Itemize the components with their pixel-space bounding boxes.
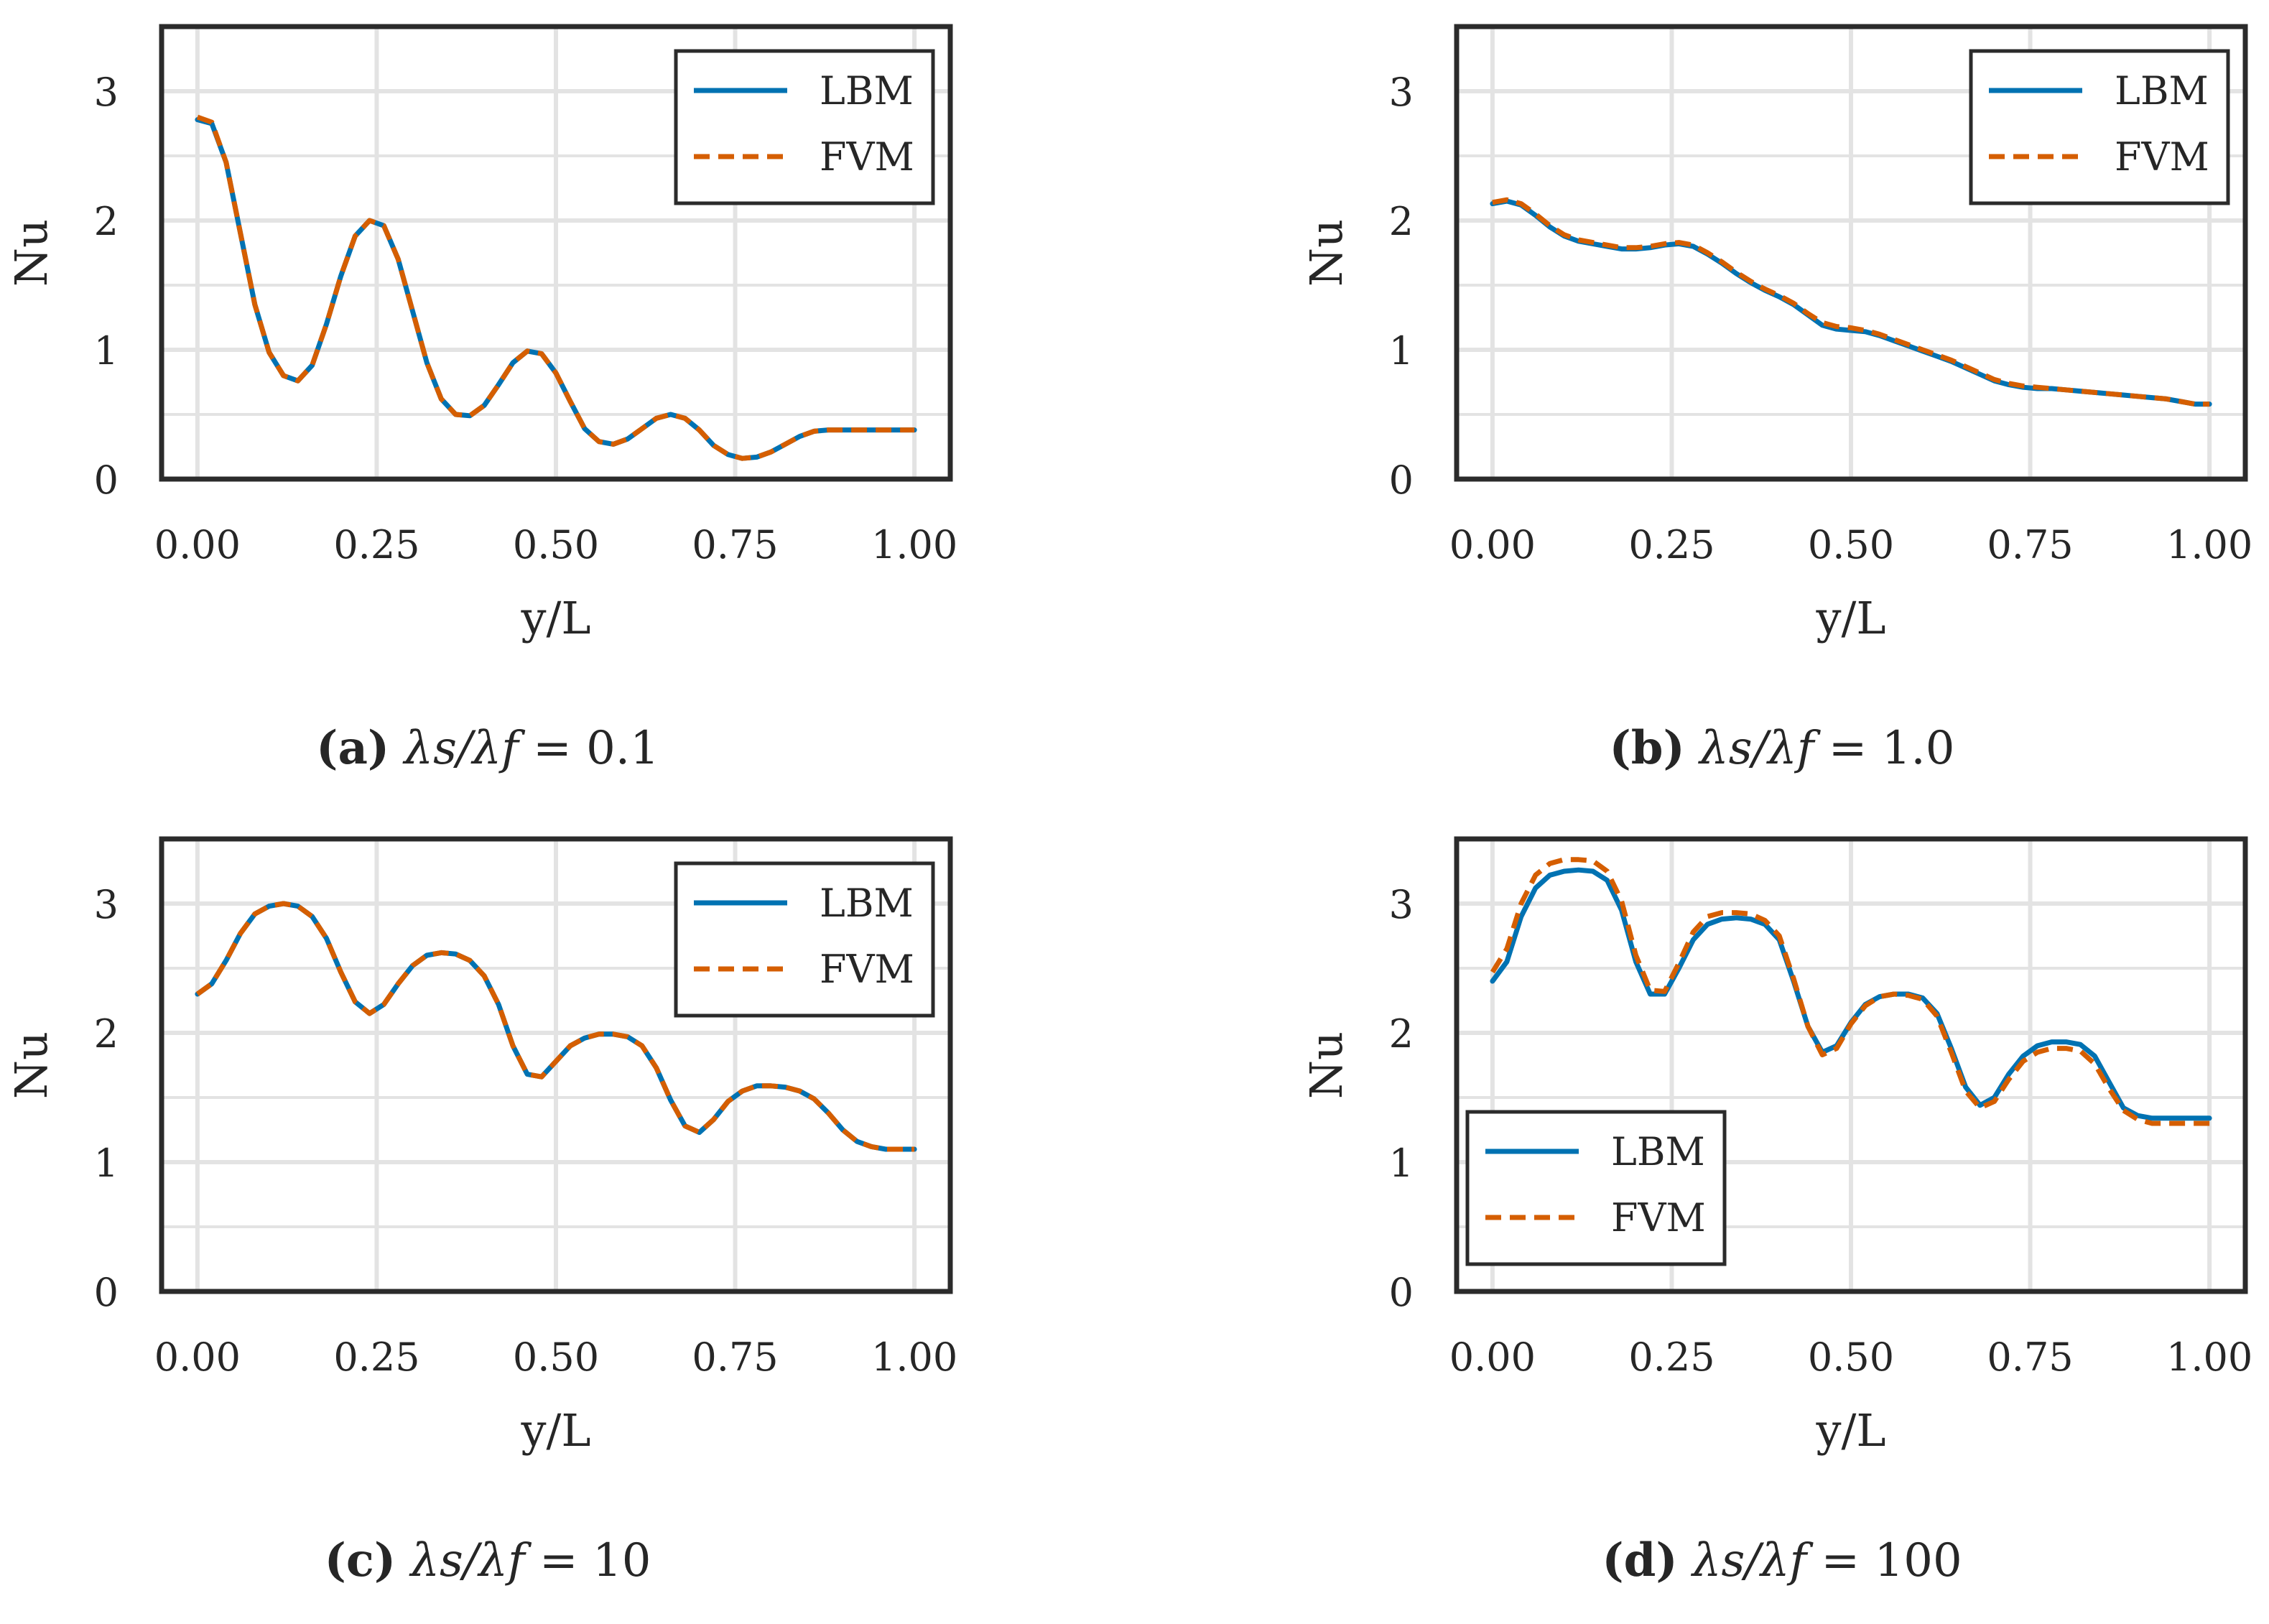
caption-label: (c) — [325, 1533, 396, 1587]
panel-a: 0.00 0.25 0.50 0.75 1.00 0 1 2 3 y/L Nu LBM FVM (a) λ… — [5, 24, 957, 775]
x-tick-label: 0.50 — [1808, 522, 1894, 567]
y-tick-label: 1 — [94, 328, 119, 373]
x-tick-label: 0.25 — [1628, 1335, 1714, 1380]
y-axis-label: Nu — [5, 219, 57, 287]
x-tick-label: 0.25 — [333, 522, 419, 567]
panel-caption: (d) λs/λf = 100 — [1602, 1533, 1962, 1587]
caption-value: = 0.1 — [533, 722, 659, 775]
y-tick-label: 3 — [94, 882, 119, 927]
x-tick-label: 0.75 — [692, 1335, 778, 1380]
caption-label: (b) — [1610, 721, 1685, 775]
caption-expression: λs/λf — [1697, 722, 1822, 775]
x-tick-label: 1.00 — [2166, 1335, 2252, 1380]
caption-label: (a) — [316, 721, 389, 775]
legend-label-fvm: FVM — [820, 134, 914, 180]
legend-label-lbm: LBM — [2115, 68, 2209, 113]
legend: LBM FVM — [1969, 49, 2230, 205]
caption-expression: λs/λf — [402, 722, 526, 775]
x-tick-label: 1.00 — [871, 1335, 957, 1380]
caption-value: = 1.0 — [1829, 722, 1955, 775]
caption-expression: λs/λf — [408, 1534, 532, 1587]
x-tick-label: 0.50 — [513, 1335, 599, 1380]
legend-box — [1969, 49, 2230, 205]
y-tick-label: 3 — [1389, 882, 1414, 927]
y-axis-label: Nu — [1300, 1031, 1352, 1099]
y-tick-label: 0 — [94, 1270, 119, 1315]
y-tick-label: 3 — [1389, 70, 1414, 115]
panel-caption: (a) λs/λf = 0.1 — [316, 721, 659, 775]
y-tick-label: 1 — [94, 1141, 119, 1186]
plot-frame — [1454, 24, 2248, 482]
panel-c: 0.00 0.25 0.50 0.75 1.00 0 1 2 3 y/L Nu LBM FVM (c) λ… — [5, 836, 957, 1587]
legend-label-lbm: LBM — [1611, 1129, 1705, 1174]
x-tick-label: 0.75 — [1987, 522, 2073, 567]
x-tick-label: 0.00 — [154, 522, 241, 567]
legend-label-fvm: FVM — [1611, 1195, 1706, 1240]
panel-b: 0.00 0.25 0.50 0.75 1.00 0 1 2 3 y/L Nu LBM FVM (b) λ… — [1300, 24, 2252, 775]
caption-label: (d) — [1602, 1533, 1677, 1587]
x-tick-label: 0.00 — [1449, 1335, 1536, 1380]
y-tick-label: 0 — [1389, 1270, 1414, 1315]
y-tick-label: 2 — [94, 199, 119, 244]
legend-box — [674, 861, 935, 1018]
x-axis-label: y/L — [1815, 592, 1885, 644]
x-tick-label: 0.00 — [154, 1335, 241, 1380]
legend-label-fvm: FVM — [2115, 134, 2209, 180]
legend: LBM FVM — [1465, 1110, 1727, 1266]
x-axis-label: y/L — [520, 1404, 590, 1457]
y-tick-label: 3 — [94, 70, 119, 115]
x-axis-label: y/L — [520, 592, 590, 644]
legend-label-lbm: LBM — [820, 881, 914, 926]
x-tick-label: 0.25 — [1628, 522, 1714, 567]
x-tick-label: 0.75 — [692, 522, 778, 567]
x-tick-label: 1.00 — [2166, 522, 2252, 567]
plot-frame — [159, 24, 953, 482]
x-axis-label: y/L — [1815, 1404, 1885, 1457]
legend: LBM FVM — [674, 49, 935, 205]
y-axis-label: Nu — [1300, 219, 1352, 287]
series-line-fvm — [196, 114, 915, 461]
y-axis-label: Nu — [5, 1031, 57, 1099]
legend: LBM FVM — [674, 861, 935, 1018]
x-tick-label: 0.50 — [513, 522, 599, 567]
panel-caption: (c) λs/λf = 10 — [325, 1533, 651, 1587]
y-tick-label: 0 — [94, 458, 119, 503]
panel-caption: (b) λs/λf = 1.0 — [1610, 721, 1955, 775]
legend-box — [1465, 1110, 1727, 1266]
y-tick-label: 2 — [1389, 1011, 1414, 1057]
legend-box — [674, 49, 935, 205]
x-tick-label: 0.25 — [333, 1335, 419, 1380]
y-tick-label: 1 — [1389, 328, 1414, 373]
x-tick-label: 0.75 — [1987, 1335, 2073, 1380]
series-line-fvm — [1492, 197, 2210, 407]
caption-expression: λs/λf — [1690, 1534, 1814, 1587]
plot-frame — [159, 836, 953, 1294]
x-tick-label: 0.50 — [1808, 1335, 1894, 1380]
series-line-fvm — [195, 901, 915, 1152]
caption-value: = 100 — [1822, 1534, 1962, 1587]
x-tick-label: 1.00 — [871, 522, 957, 567]
y-tick-label: 2 — [1389, 199, 1414, 244]
x-tick-label: 0.00 — [1449, 522, 1536, 567]
caption-value: = 10 — [539, 1534, 651, 1587]
plot-frame — [1454, 836, 2248, 1294]
y-tick-label: 1 — [1389, 1141, 1414, 1186]
y-tick-label: 0 — [1389, 458, 1414, 503]
legend-label-fvm: FVM — [820, 947, 914, 992]
series-line-fvm — [1490, 857, 2210, 1126]
y-tick-label: 2 — [94, 1011, 119, 1057]
legend-label-lbm: LBM — [820, 68, 914, 113]
panel-d: 0.00 0.25 0.50 0.75 1.00 0 1 2 3 y/L Nu LBM FVM (d) λ… — [1300, 836, 2252, 1587]
